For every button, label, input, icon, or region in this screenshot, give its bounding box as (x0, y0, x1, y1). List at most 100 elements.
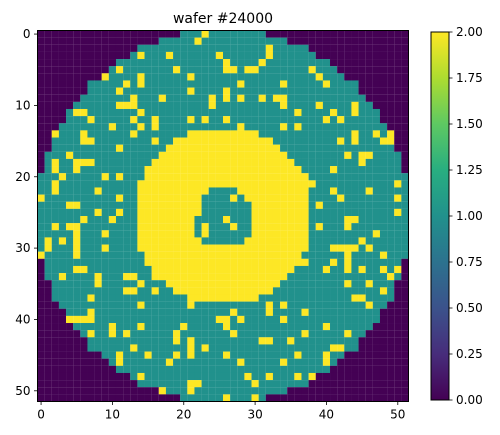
heatmap-cell (158, 294, 166, 302)
heatmap-cell (251, 344, 259, 352)
heatmap-cell (208, 330, 216, 338)
heatmap-cell (66, 323, 74, 331)
heatmap-cell (258, 330, 266, 338)
heatmap-cell (80, 144, 88, 152)
heatmap-cell (322, 387, 331, 395)
heatmap-cell (108, 80, 117, 88)
heatmap-cell (44, 30, 52, 38)
heatmap-cell (58, 108, 67, 117)
heatmap-cell (387, 37, 395, 45)
heatmap-cell (158, 301, 166, 309)
heatmap-cell (158, 80, 166, 88)
heatmap-cell (401, 315, 409, 324)
heatmap-cell (115, 201, 124, 209)
heatmap-cell (244, 94, 252, 102)
heatmap-cell (165, 51, 174, 60)
heatmap-cell (251, 308, 259, 316)
x-tick-label: 10 (105, 408, 120, 422)
heatmap-cell (394, 180, 402, 188)
heatmap-cell (151, 194, 159, 202)
heatmap-cell (194, 273, 202, 281)
heatmap-cell (208, 116, 216, 124)
heatmap-cell (194, 108, 202, 117)
heatmap-cell (201, 265, 209, 274)
heatmap-cell (315, 208, 323, 217)
heatmap-cell (230, 365, 238, 374)
heatmap-cell (51, 358, 59, 366)
heatmap-cell (51, 337, 59, 345)
heatmap-cell (387, 158, 395, 167)
heatmap-cell (344, 158, 352, 167)
heatmap-cell (237, 365, 245, 374)
heatmap-cell (108, 358, 117, 366)
heatmap-cell (358, 80, 366, 88)
heatmap-cell (223, 365, 231, 374)
heatmap-cell (80, 365, 88, 374)
heatmap-cell (379, 380, 388, 388)
heatmap-cell (180, 180, 188, 188)
heatmap-cell (237, 280, 245, 288)
heatmap-cell (287, 187, 295, 195)
heatmap-cell (208, 301, 216, 309)
heatmap-cell (401, 287, 409, 295)
heatmap-cell (301, 287, 309, 295)
x-axis: 0 10 20 30 40 50 (37, 401, 405, 422)
heatmap-cell (173, 208, 181, 217)
heatmap-cell (180, 208, 188, 217)
heatmap-cell (44, 280, 52, 288)
heatmap-cell (115, 166, 124, 174)
heatmap-cell (401, 208, 409, 217)
heatmap-cell (87, 30, 95, 38)
heatmap-cell (108, 158, 117, 167)
heatmap-cell (187, 30, 195, 38)
heatmap-cell (158, 323, 166, 331)
heatmap-cell (358, 323, 366, 331)
heatmap-cell (301, 273, 309, 281)
heatmap-cell (272, 301, 281, 309)
heatmap-cell (194, 287, 202, 295)
heatmap-cell (265, 51, 273, 60)
heatmap-cell (351, 144, 359, 152)
heatmap-cell (58, 73, 67, 81)
heatmap-cell (137, 30, 145, 38)
heatmap-cell (44, 37, 52, 45)
heatmap-cell (351, 73, 359, 81)
heatmap-cell (165, 230, 174, 238)
heatmap-cell (330, 187, 338, 195)
heatmap-cell (394, 44, 402, 52)
heatmap-cell (244, 223, 252, 231)
heatmap-cell (337, 330, 345, 338)
heatmap-cell (201, 237, 209, 245)
heatmap-cell (208, 216, 216, 224)
heatmap-cell (223, 116, 231, 124)
heatmap-cell (58, 244, 67, 252)
heatmap-cell (187, 166, 195, 174)
heatmap-cell (387, 323, 395, 331)
heatmap-cell (66, 73, 74, 81)
heatmap-cell (108, 380, 117, 388)
heatmap-cell (144, 372, 152, 381)
heatmap-cell (130, 394, 138, 402)
heatmap-cell (165, 280, 174, 288)
heatmap-cell (37, 365, 45, 374)
heatmap-cell (194, 216, 202, 224)
heatmap-cell (272, 251, 281, 259)
heatmap-cell (44, 151, 52, 159)
heatmap-cell (180, 108, 188, 117)
heatmap-cell (173, 51, 181, 60)
heatmap-cell (337, 394, 345, 402)
heatmap-cell (180, 216, 188, 224)
heatmap-cell (66, 387, 74, 395)
heatmap-cell (180, 380, 188, 388)
heatmap-cell (130, 166, 138, 174)
heatmap-cell (101, 337, 109, 345)
heatmap-cell (280, 251, 288, 259)
heatmap-cell (230, 216, 238, 224)
heatmap-cell (365, 201, 373, 209)
heatmap-cell (337, 30, 345, 38)
heatmap-cell (94, 101, 102, 110)
heatmap-cell (66, 37, 74, 45)
heatmap-cell (108, 323, 117, 331)
heatmap-cell (351, 294, 359, 302)
heatmap-cell (358, 372, 366, 381)
